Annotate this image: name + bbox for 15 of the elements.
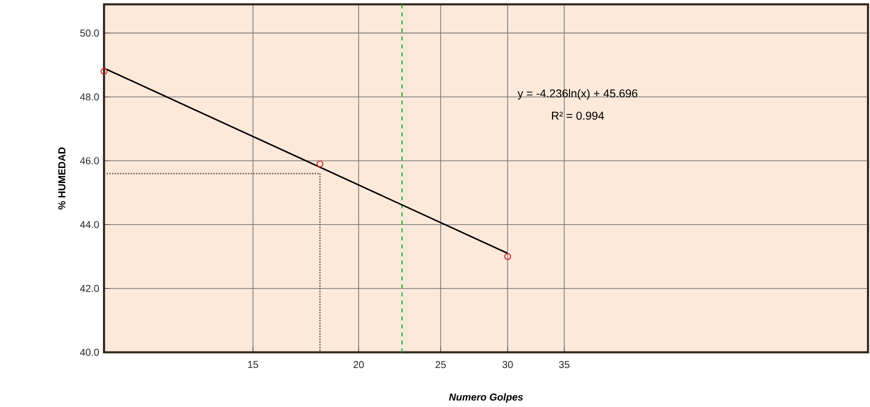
x-tick-label: 25 [436,361,446,368]
y-tick-label: 44.0 [80,221,99,228]
y-tick-label: 50.0 [80,30,99,37]
x-tick-label: 30 [502,361,513,368]
annotation: y = -4.236ln(x) + 45.696 [518,89,638,100]
y-tick-label: 48.0 [80,93,99,100]
y-tick-label: 40.0 [80,348,99,356]
y-tick-label: 46.0 [80,157,99,164]
x-axis-title: Numero Golpes [448,393,523,403]
x-tick-label: 20 [354,361,364,368]
x-tick-label: 15 [248,361,258,368]
y-axis-title: % HUMEDAD [58,147,66,210]
y-tick-label: 42.0 [80,284,99,292]
x-tick-label: 35 [559,361,570,368]
annotation: R² = 0.994 [552,112,604,120]
